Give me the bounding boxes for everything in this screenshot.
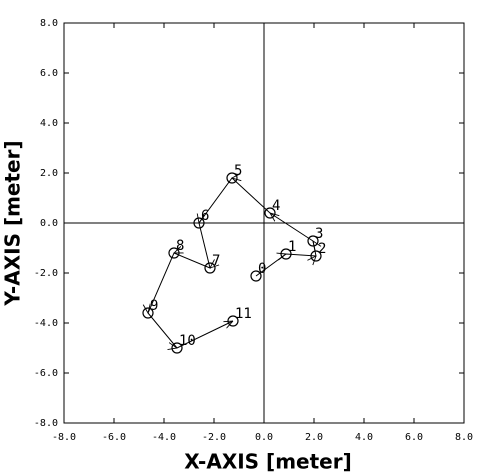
point-label: 7 bbox=[212, 253, 220, 269]
point-label: 6 bbox=[201, 208, 209, 224]
y-tick-label: -8.0 bbox=[34, 418, 58, 429]
point-label: 10 bbox=[179, 333, 196, 349]
point bbox=[280, 248, 292, 260]
y-tick-label: 8.0 bbox=[40, 18, 58, 29]
point-label: 5 bbox=[234, 163, 242, 179]
y-tick-label: -6.0 bbox=[34, 368, 58, 379]
x-tick-label: -2.0 bbox=[202, 432, 226, 443]
point bbox=[264, 207, 276, 219]
x-tick-label: -6.0 bbox=[102, 432, 126, 443]
point bbox=[310, 250, 322, 262]
point bbox=[193, 217, 205, 229]
x-tick-label: 2.0 bbox=[305, 432, 323, 443]
point bbox=[171, 342, 183, 354]
point bbox=[227, 315, 239, 327]
point bbox=[307, 235, 319, 247]
point-label: 2 bbox=[318, 241, 326, 257]
y-tick-label: 2.0 bbox=[40, 168, 58, 179]
x-tick-label: 0.0 bbox=[255, 432, 273, 443]
point bbox=[168, 247, 180, 259]
point bbox=[250, 270, 262, 282]
y-tick-label: 6.0 bbox=[40, 68, 58, 79]
point-label: 4 bbox=[272, 198, 280, 214]
x-tick-label: 4.0 bbox=[355, 432, 373, 443]
x-tick-label: -8.0 bbox=[52, 432, 76, 443]
x-tick-label: 6.0 bbox=[405, 432, 423, 443]
point-label: 9 bbox=[150, 298, 158, 314]
point bbox=[204, 262, 216, 274]
x-tick-label: 8.0 bbox=[455, 432, 473, 443]
y-tick-label: 4.0 bbox=[40, 118, 58, 129]
point bbox=[142, 307, 154, 319]
x-axis-title: X-AXIS [meter] bbox=[184, 450, 351, 474]
point-label: 0 bbox=[258, 261, 266, 277]
point-label: 11 bbox=[235, 306, 252, 322]
y-tick-label: 0.0 bbox=[40, 218, 58, 229]
point-label: 8 bbox=[176, 238, 184, 254]
y-tick-label: -2.0 bbox=[34, 268, 58, 279]
trajectory-line bbox=[148, 178, 316, 348]
y-tick-label: -4.0 bbox=[34, 318, 58, 329]
point-label: 3 bbox=[315, 226, 323, 242]
x-tick-label: -4.0 bbox=[152, 432, 176, 443]
y-axis-title: Y-AXIS [meter] bbox=[1, 140, 25, 306]
point-label: 1 bbox=[288, 239, 296, 255]
point bbox=[226, 172, 238, 184]
